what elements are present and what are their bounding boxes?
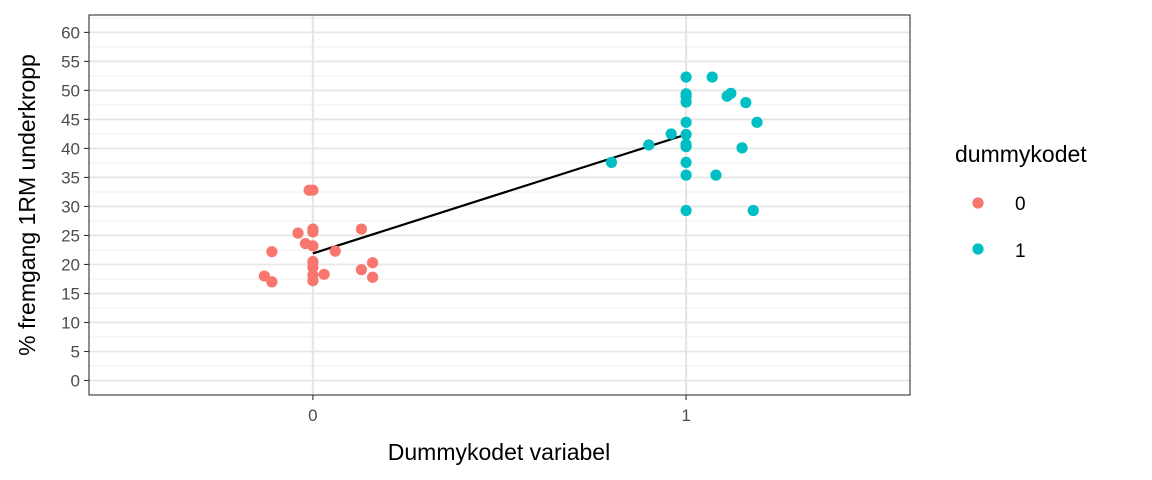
legend-label-0: 0 [1015, 194, 1026, 215]
data-point-series-1 [680, 128, 692, 141]
data-points [258, 71, 763, 288]
data-point-series-1 [751, 116, 763, 128]
y-tick-label: 15 [61, 284, 80, 303]
regression-line [312, 133, 687, 255]
data-point-series-0 [367, 271, 379, 283]
y-tick-label: 35 [61, 168, 80, 187]
y-tick-label: 25 [61, 226, 80, 245]
data-point-series-0 [307, 240, 319, 252]
y-tick-label: 60 [61, 23, 80, 42]
y-axis: 0 5 10 15 20 25 30 35 40 45 50 55 60 [61, 23, 89, 390]
data-point-series-0 [266, 276, 278, 288]
regression-line-layer [312, 133, 687, 255]
legend-entry-0: 0 [972, 194, 1026, 215]
data-point-series-0 [367, 257, 379, 269]
data-point-series-1 [710, 169, 722, 181]
legend: dummykodet 0 1 [955, 141, 1087, 262]
data-point-series-0 [292, 227, 304, 239]
data-point-series-0 [266, 246, 278, 258]
data-point-series-0 [355, 264, 368, 276]
y-axis-title: % fremgang 1RM underkropp [14, 54, 40, 356]
plot-border [88, 14, 911, 396]
data-point-series-0 [318, 268, 330, 280]
data-point-series-1 [680, 141, 692, 153]
legend-label-1: 1 [1015, 241, 1026, 262]
data-point-series-0 [307, 275, 319, 287]
y-tick-label: 0 [71, 371, 80, 390]
y-tick-label: 45 [61, 110, 80, 129]
x-axis-title: Dummykodet variabel [388, 439, 610, 465]
y-tick-label: 5 [71, 342, 80, 361]
data-point-series-1 [605, 156, 618, 168]
data-point-series-1 [740, 97, 752, 109]
data-point-series-1 [736, 142, 748, 154]
plot-panel [89, 15, 910, 395]
y-tick-label: 30 [61, 197, 80, 216]
data-point-series-0 [355, 223, 368, 235]
x-tick-label: 0 [308, 406, 317, 425]
data-point-series-1 [680, 96, 692, 108]
data-point-series-0 [329, 245, 341, 257]
data-point-series-1 [643, 139, 655, 151]
gridlines [89, 15, 910, 395]
x-tick-label: 1 [681, 406, 690, 425]
y-tick-label: 50 [61, 81, 80, 100]
data-point-series-1 [665, 128, 677, 140]
y-tick-label: 10 [61, 313, 80, 332]
data-point-series-1 [680, 169, 692, 181]
y-tick-label: 20 [61, 255, 80, 274]
data-point-series-1 [680, 116, 692, 128]
data-point-series-0 [307, 226, 319, 238]
data-point-series-1 [721, 90, 733, 102]
legend-title: dummykodet [955, 141, 1087, 167]
legend-entry-1: 1 [972, 241, 1026, 262]
y-tick-label: 55 [61, 52, 80, 71]
legend-key-0 [972, 197, 984, 209]
data-point-series-1 [706, 71, 718, 83]
data-point-series-1 [680, 71, 692, 83]
legend-key-1 [972, 243, 984, 255]
data-point-series-1 [747, 204, 759, 217]
y-tick-label: 40 [61, 139, 80, 158]
data-point-series-1 [680, 156, 692, 168]
data-point-series-0 [307, 184, 319, 196]
data-point-series-1 [680, 204, 692, 217]
